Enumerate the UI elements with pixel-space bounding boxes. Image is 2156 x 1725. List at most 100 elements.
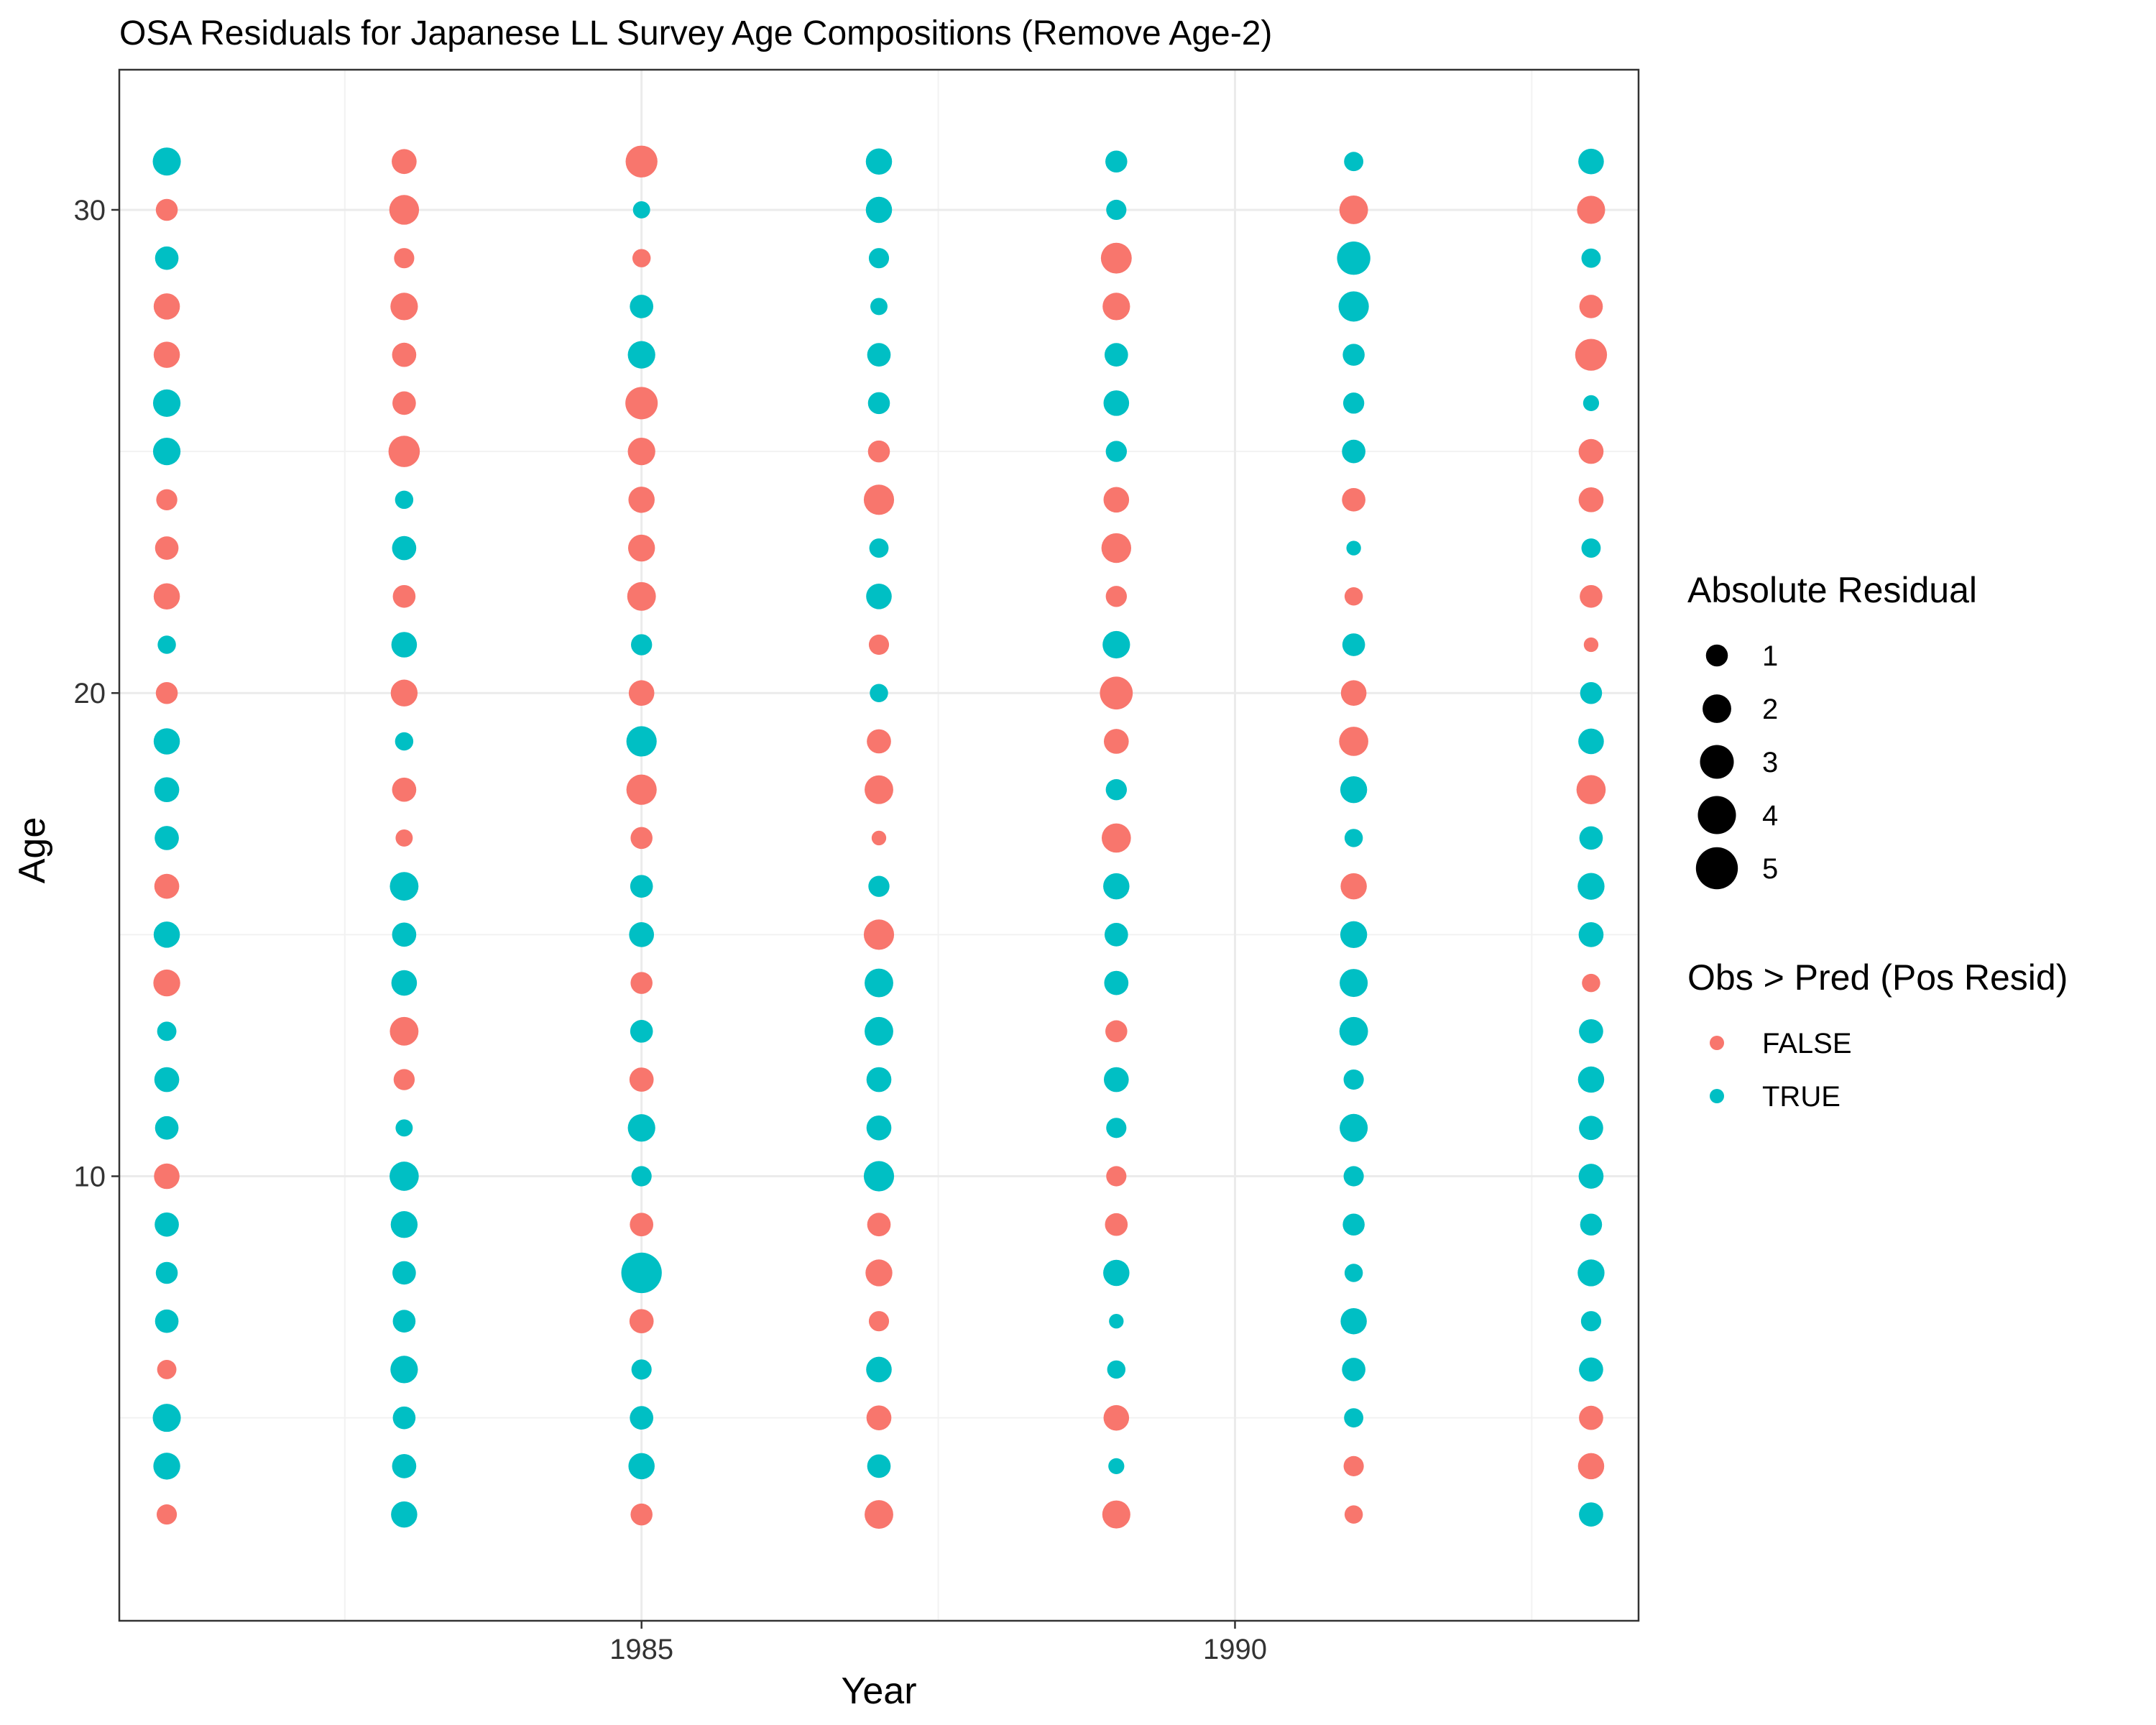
residual-point (1102, 293, 1130, 321)
residual-point (1101, 823, 1131, 853)
residual-point (628, 487, 655, 513)
residual-point (627, 581, 656, 611)
residual-point (1578, 438, 1604, 464)
residual-point (630, 972, 653, 994)
residual-point (1579, 1502, 1603, 1527)
residual-point (631, 1166, 652, 1187)
size-legend-key (1703, 694, 1731, 723)
y-tick-label: 20 (74, 678, 106, 709)
residual-point (865, 196, 893, 224)
residual-point (1582, 973, 1600, 993)
residual-point (390, 872, 419, 901)
residual-point (390, 1356, 418, 1384)
residual-point (866, 583, 892, 610)
residual-point (1580, 681, 1603, 704)
residual-point (157, 1359, 177, 1379)
residual-point (630, 295, 654, 318)
size-legend-label: 4 (1762, 800, 1778, 832)
residual-point (1103, 1259, 1130, 1287)
residual-point (1105, 1213, 1128, 1236)
residual-point (1583, 395, 1600, 411)
residual-point (1577, 873, 1605, 900)
residual-point (1342, 344, 1365, 366)
residual-point (155, 681, 178, 704)
residual-point (395, 1119, 413, 1137)
residual-point (395, 490, 414, 510)
residual-point (394, 248, 415, 269)
residual-point (1344, 587, 1363, 606)
residual-point (1342, 392, 1365, 414)
residual-point (153, 921, 180, 948)
residual-point (1342, 1358, 1365, 1381)
residual-point (1103, 1404, 1130, 1431)
residual-point (1105, 778, 1128, 801)
residual-point (1579, 826, 1603, 850)
residual-point (1104, 970, 1129, 995)
residual-point (1579, 1018, 1603, 1044)
residual-point (395, 829, 413, 847)
residual-point (869, 538, 889, 558)
residual-point (389, 195, 420, 225)
residual-point (1340, 921, 1368, 949)
residual-point (154, 1067, 180, 1092)
size-legend-label: 1 (1762, 640, 1778, 672)
residual-point (155, 1309, 179, 1333)
residual-point (867, 1454, 891, 1478)
residual-point (625, 145, 658, 178)
residual-point (1101, 533, 1132, 564)
residual-point (1580, 584, 1603, 608)
color-legend-key (1710, 1036, 1724, 1050)
residual-point (1340, 1113, 1368, 1142)
residual-point (629, 922, 655, 947)
residual-point (630, 1406, 654, 1430)
residual-point (1103, 390, 1130, 416)
residual-point (1575, 339, 1608, 371)
residual-point (630, 634, 653, 656)
residual-point (152, 147, 181, 176)
residual-point (630, 827, 653, 850)
residual-point (1342, 487, 1365, 512)
residual-point (863, 484, 895, 515)
residual-point (1102, 1500, 1130, 1529)
residual-point (1103, 487, 1130, 513)
residual-point (1577, 1066, 1605, 1093)
residual-point (392, 1406, 416, 1430)
residual-point (1579, 295, 1603, 318)
residual-point (392, 149, 417, 175)
residual-point (1578, 148, 1604, 175)
residual-point (627, 534, 655, 562)
residual-point (391, 632, 418, 658)
residual-point (621, 1252, 662, 1294)
residual-point (866, 1115, 892, 1141)
color-legend-key (1710, 1089, 1724, 1103)
residual-point (155, 1261, 178, 1284)
residual-point (867, 1213, 891, 1237)
residual-point (1342, 1213, 1365, 1236)
residual-point (1342, 439, 1365, 464)
residual-point (1578, 922, 1604, 947)
residual-point (1578, 1164, 1604, 1189)
residual-point (863, 1161, 895, 1192)
residual-point (626, 774, 657, 805)
residual-point (630, 1503, 653, 1526)
residual-point (1103, 1067, 1129, 1092)
residual-point (1579, 1116, 1603, 1141)
residual-point (155, 826, 179, 850)
chart-title: OSA Residuals for Japanese LL Survey Age… (119, 14, 1272, 52)
residual-point (1106, 1166, 1127, 1187)
size-legend-label: 2 (1762, 694, 1778, 725)
residual-point (1580, 1213, 1603, 1236)
residual-point (392, 1310, 416, 1333)
residual-point (870, 684, 888, 702)
residual-point (152, 437, 181, 466)
residual-point (866, 1405, 892, 1430)
residual-point (1338, 291, 1369, 322)
residual-point (630, 1213, 654, 1237)
residual-point (154, 873, 180, 899)
residual-point (154, 1163, 180, 1190)
residual-point (153, 341, 180, 368)
residual-point (155, 1116, 179, 1140)
residual-point (1340, 1307, 1367, 1335)
size-legend-label: 5 (1762, 853, 1778, 885)
residual-point (1346, 540, 1361, 556)
